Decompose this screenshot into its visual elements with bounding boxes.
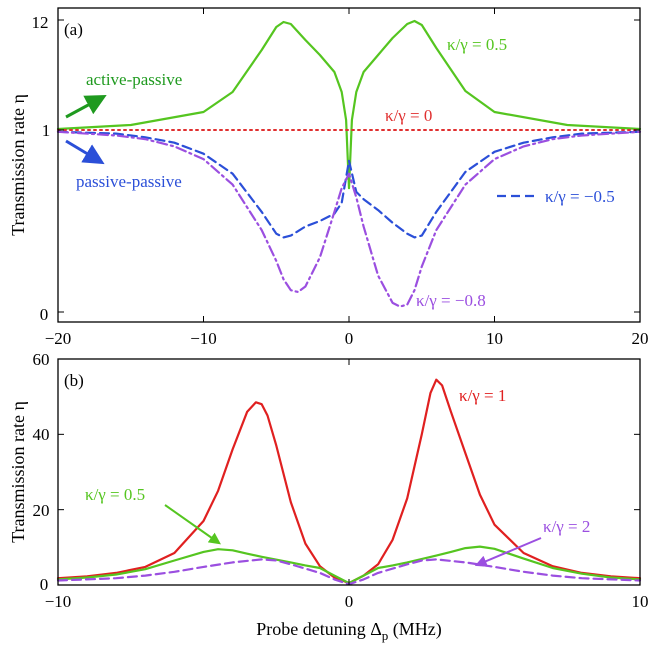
panel-b-label: (b)	[64, 371, 84, 390]
panel-a-ytick-label-12: 12	[32, 13, 49, 32]
panel-b-series-label-purple: κ/γ = 2	[543, 517, 590, 536]
panel-a-axes-frame	[57, 7, 641, 323]
panel-b-series-label-red: κ/γ = 1	[459, 386, 506, 405]
panel-b-axes-frame	[57, 358, 641, 586]
panel-a-series-label-green: κ/γ = 0.5	[447, 35, 507, 54]
panel-b-ytick-label-40: 40	[33, 425, 50, 444]
panel-b-x-axis-label: Probe detuning Δp (MHz)	[256, 619, 442, 643]
active-passive-label: active-passive	[86, 70, 182, 89]
panel-b-series-line-1	[56, 545, 642, 585]
panel-a-y-axis-label: Transmission rate η	[8, 94, 28, 236]
panel-b-series-group	[56, 378, 642, 586]
panel-a-xtick-label: 0	[345, 329, 354, 348]
panel-a-xtick-label: 10	[486, 329, 503, 348]
panel-a: (a) 12 1 0 −20 −10 0 10 20 Transmission …	[8, 7, 649, 348]
panel-b-series-label-green: κ/γ = 0.5	[85, 485, 145, 504]
passive-passive-arrow	[65, 139, 105, 165]
panel-a-series-line-3	[56, 130, 642, 308]
panel-a-series-line-0	[56, 19, 642, 190]
panel-b-xtick-label: −10	[45, 592, 72, 611]
active-passive-arrow	[65, 95, 107, 119]
panel-a-xtick-label: −10	[190, 329, 217, 348]
x-axis-label-subscript: p	[382, 628, 389, 643]
panel-a-xtick-label: 20	[632, 329, 649, 348]
panel-a-series-line-2	[56, 130, 642, 239]
panel-a-ytick-label-0: 0	[40, 305, 49, 324]
panel-b-ytick-label-20: 20	[33, 501, 50, 520]
panel-a-ytick-label-1: 1	[42, 121, 51, 140]
panel-b-ticks-group	[57, 358, 641, 586]
passive-passive-label: passive-passive	[76, 172, 182, 191]
x-axis-label-main: Probe detuning Δ	[256, 619, 382, 639]
panel-a-xtick-label: −20	[45, 329, 72, 348]
panel-a-series-label-blue: κ/γ = −0.5	[545, 187, 615, 206]
panel-a-series-group	[56, 19, 642, 308]
panel-b-xtick-label: 0	[345, 592, 354, 611]
panel-b-ytick-label-0: 0	[40, 575, 49, 594]
panel-b-purple-pointer-arrow	[474, 537, 542, 567]
x-axis-label-unit: (MHz)	[388, 619, 441, 640]
panel-b-ytick-label-60: 60	[33, 350, 50, 369]
panel-a-series-label-red: κ/γ = 0	[385, 106, 432, 125]
panel-a-label: (a)	[64, 20, 83, 39]
panel-b-y-axis-label: Transmission rate η	[8, 401, 28, 543]
panel-a-series-label-purple: κ/γ = −0.8	[416, 291, 486, 310]
panel-b-series-line-0	[56, 378, 642, 585]
panel-b-xtick-label: 10	[632, 592, 649, 611]
panel-b-green-pointer-arrow	[164, 504, 221, 545]
panel-b: (b) 60 40 20 0 −10 0 10 Transmission rat…	[8, 350, 649, 643]
